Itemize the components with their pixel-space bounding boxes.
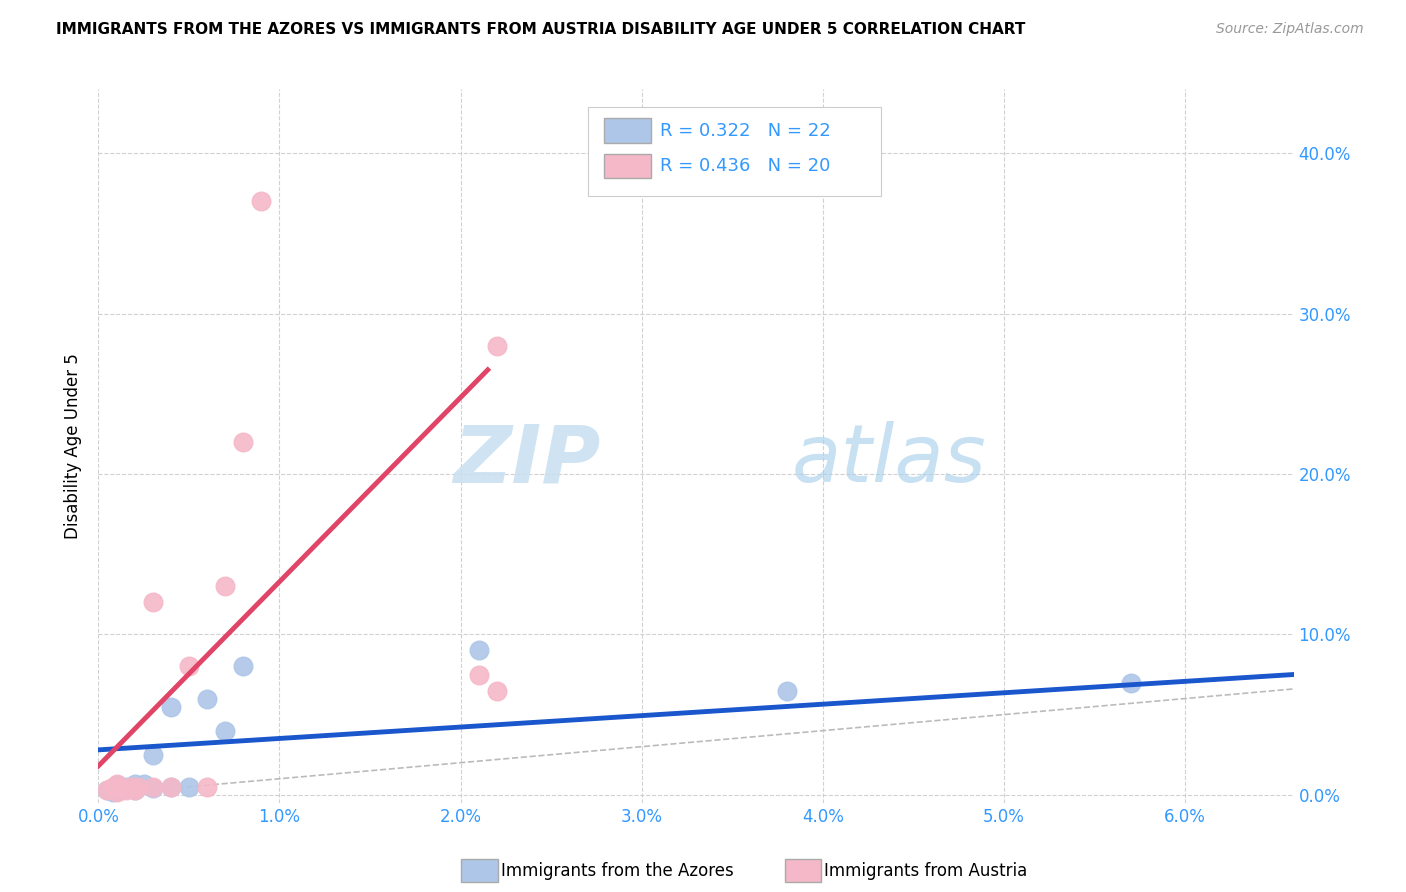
Point — [120, 781, 142, 796]
Point — [101, 784, 124, 798]
Text: Immigrants from Austria: Immigrants from Austria — [824, 862, 1028, 880]
Point — [142, 747, 165, 762]
Point — [775, 683, 797, 698]
Point — [214, 579, 236, 593]
Point — [160, 699, 183, 714]
Point — [142, 780, 165, 794]
Y-axis label: Disability Age Under 5: Disability Age Under 5 — [65, 353, 83, 539]
Text: Immigrants from the Azores: Immigrants from the Azores — [501, 862, 734, 880]
Text: IMMIGRANTS FROM THE AZORES VS IMMIGRANTS FROM AUSTRIA DISABILITY AGE UNDER 5 COR: IMMIGRANTS FROM THE AZORES VS IMMIGRANTS… — [56, 22, 1025, 37]
Point — [120, 780, 142, 794]
Point — [124, 783, 146, 797]
Point — [127, 780, 149, 794]
Point — [467, 667, 489, 681]
Point — [160, 780, 183, 794]
Point — [214, 723, 236, 738]
Point — [114, 783, 136, 797]
FancyBboxPatch shape — [588, 107, 882, 196]
Point — [124, 776, 146, 790]
Point — [250, 194, 273, 209]
Point — [124, 783, 146, 797]
Point — [142, 595, 165, 609]
Point — [177, 659, 200, 673]
Point — [132, 776, 155, 790]
Point — [160, 780, 183, 794]
Text: R = 0.322   N = 22: R = 0.322 N = 22 — [661, 121, 831, 139]
Point — [105, 784, 128, 798]
Point — [467, 643, 489, 657]
Text: ZIP: ZIP — [453, 421, 600, 500]
FancyBboxPatch shape — [605, 154, 651, 178]
Point — [105, 778, 128, 792]
Text: R = 0.436   N = 20: R = 0.436 N = 20 — [661, 157, 831, 175]
Point — [108, 781, 131, 796]
Point — [1119, 675, 1142, 690]
Point — [105, 776, 128, 790]
Point — [96, 783, 118, 797]
Text: Source: ZipAtlas.com: Source: ZipAtlas.com — [1216, 22, 1364, 37]
Point — [485, 339, 508, 353]
Point — [114, 780, 136, 794]
Point — [177, 780, 200, 794]
Point — [485, 683, 508, 698]
Point — [195, 780, 218, 794]
Point — [142, 781, 165, 796]
Point — [105, 781, 128, 796]
Point — [108, 783, 131, 797]
Point — [127, 780, 149, 794]
Point — [195, 691, 218, 706]
Point — [96, 783, 118, 797]
Text: atlas: atlas — [792, 421, 987, 500]
Point — [232, 659, 254, 673]
Point — [232, 435, 254, 450]
Point — [101, 780, 124, 794]
FancyBboxPatch shape — [605, 119, 651, 143]
